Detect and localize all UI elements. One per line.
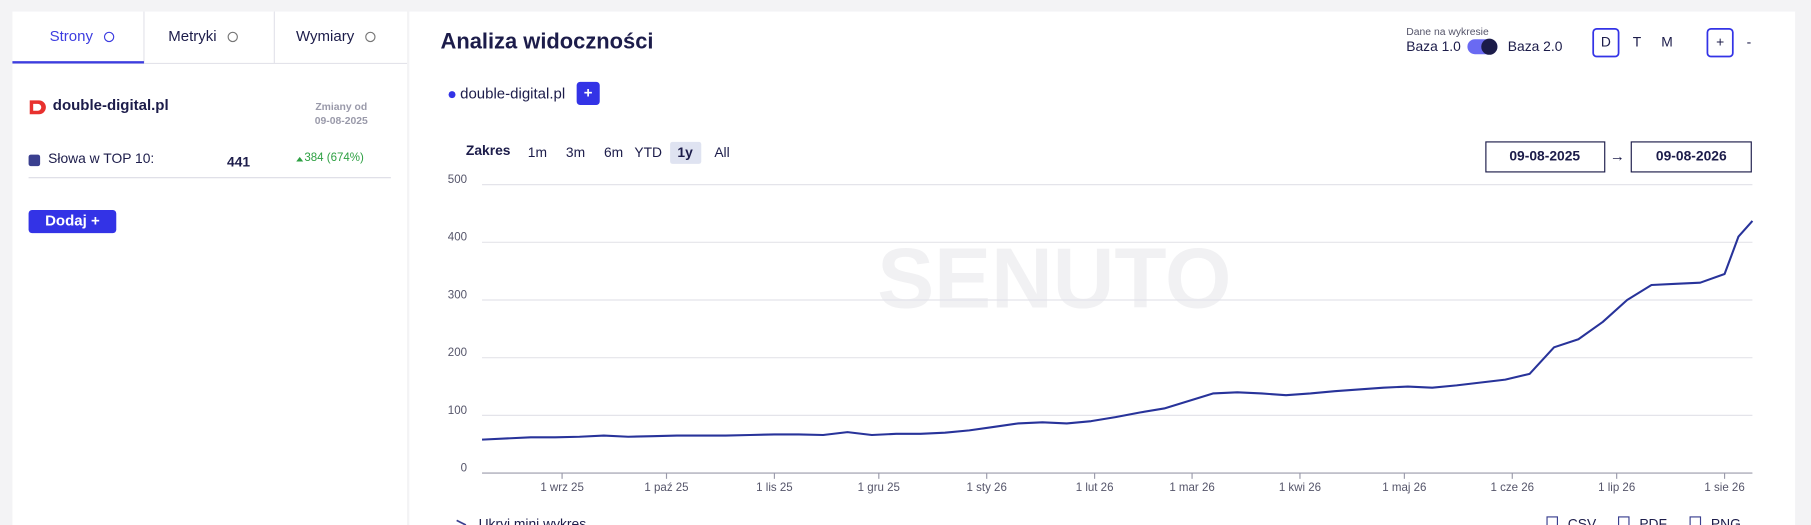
watermark: SENUTO: [877, 232, 1231, 327]
export-button[interactable]: CSV: [1568, 516, 1597, 525]
y-tick-label: 500: [448, 174, 467, 186]
page-title: Analiza widoczności: [441, 28, 654, 53]
date-from-box[interactable]: [1485, 141, 1606, 173]
x-tick-label: 1 mar 26: [1169, 482, 1214, 494]
range-option[interactable]: 1m: [528, 144, 547, 160]
mini-chart-icon: [456, 519, 467, 525]
granularity-active[interactable]: [1592, 27, 1620, 58]
range-option[interactable]: 6m: [604, 144, 623, 160]
x-tick-label: 1 cze 26: [1490, 482, 1534, 494]
info-icon: [365, 31, 376, 43]
series-line: [481, 220, 1754, 441]
info-icon: [103, 31, 115, 43]
series-add-label[interactable]: +: [584, 84, 593, 101]
toggle-knob[interactable]: [1481, 38, 1498, 55]
tab[interactable]: Metryki: [168, 28, 216, 45]
metric-value: 441: [227, 153, 250, 169]
x-tick-label: 1 kwi 26: [1279, 482, 1321, 494]
x-tick-label: 1 paź 25: [644, 482, 688, 494]
add-button[interactable]: [28, 210, 117, 234]
date-arrow: →: [1610, 148, 1625, 165]
main-panel: [409, 11, 1796, 525]
changes-label: Zmiany od: [315, 102, 367, 113]
export-button[interactable]: PNG: [1711, 516, 1741, 525]
x-tick-label: 1 lis 25: [756, 482, 793, 494]
info-icon: [227, 31, 238, 43]
x-tick-label: 1 wrz 25: [540, 482, 584, 494]
y-tick-label: 300: [448, 289, 467, 301]
y-tick-label: 100: [448, 405, 467, 417]
export-icon: [1546, 516, 1558, 525]
granularity-option[interactable]: T: [1633, 33, 1642, 49]
base-left: Baza 1.0: [1406, 38, 1461, 54]
add-button-label[interactable]: Dodaj +: [45, 213, 100, 230]
y-tick-label: 200: [448, 347, 467, 359]
export-button[interactable]: PDF: [1639, 516, 1667, 525]
export-icon: [1689, 516, 1702, 525]
tab-underline: [12, 61, 144, 64]
y-tick-label: 0: [461, 463, 467, 475]
metric-checkbox[interactable]: [28, 154, 41, 167]
changes-date: 09-08-2025: [315, 116, 368, 127]
metric-change: 384 (674%): [304, 152, 364, 164]
base-right: Baza 2.0: [1508, 38, 1563, 54]
left-panel: [12, 11, 408, 525]
tab[interactable]: Strony: [50, 28, 94, 45]
export-icon: [1618, 516, 1630, 525]
range-option[interactable]: 1y: [677, 144, 693, 160]
range-option[interactable]: 3m: [566, 144, 585, 160]
base-caption: Dane na wykresie: [1406, 27, 1489, 38]
legend-dot: [448, 91, 456, 99]
y-tick-label: 400: [448, 232, 467, 244]
zoom-option[interactable]: -: [1747, 33, 1752, 49]
date-from[interactable]: 09-08-2025: [1509, 148, 1580, 164]
series-add-button[interactable]: [576, 81, 600, 105]
x-tick-label: 1 maj 26: [1382, 482, 1426, 494]
range-option[interactable]: YTD: [634, 144, 662, 160]
legend-label: double-digital.pl: [460, 86, 565, 103]
metric-label: Słowa w TOP 10:: [48, 150, 154, 166]
range-active-bg: [670, 141, 702, 164]
x-tick-label: 1 lut 26: [1076, 482, 1114, 494]
up-arrow: [296, 156, 304, 162]
mini-chart-link[interactable]: Ukryj mini wykres: [479, 516, 587, 525]
zoom-option[interactable]: +: [1716, 33, 1724, 49]
tab[interactable]: Wymiary: [296, 28, 355, 45]
x-tick-label: 1 gru 25: [858, 482, 900, 494]
x-tick-label: 1 sty 26: [967, 482, 1007, 494]
range-option[interactable]: All: [714, 144, 729, 160]
date-to-box[interactable]: [1630, 141, 1752, 173]
date-to[interactable]: 09-08-2026: [1656, 148, 1727, 164]
range-label: Zakres: [466, 142, 511, 158]
domain: double-digital.pl: [53, 97, 169, 114]
granularity-option[interactable]: M: [1661, 33, 1673, 49]
x-tick-label: 1 lip 26: [1598, 482, 1635, 494]
granularity-option[interactable]: D: [1601, 33, 1611, 49]
zoom-in-box[interactable]: [1706, 27, 1734, 58]
x-tick-label: 1 sie 26: [1704, 482, 1744, 494]
